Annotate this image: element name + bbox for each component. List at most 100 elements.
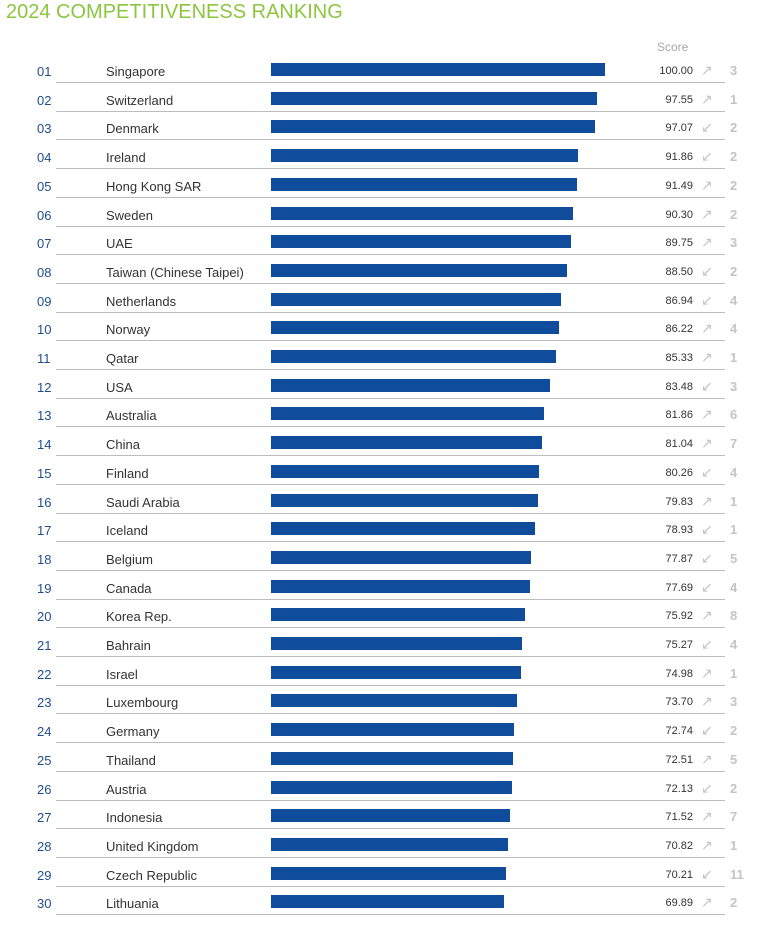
country-label: Czech Republic [106,867,198,883]
score-value: 72.74 [665,725,693,738]
row-divider [56,282,725,284]
table-row: 25 Thailand 72.51 ↗ 5 [0,746,761,775]
country-label: Netherlands [106,293,177,309]
row-divider [56,82,725,83]
score-value: 91.49 [665,179,693,192]
row-divider [56,569,725,571]
country-label: Hong Kong SAR [106,178,202,194]
score-value: 81.04 [665,438,693,451]
country-label: Germany [106,724,160,740]
table-row: 23 Luxembourg 73.70 ↗ 3 [0,688,761,717]
rank-change: 3 [730,63,738,78]
row-divider [56,828,725,830]
country-label: Qatar [106,351,139,366]
rank-change: 2 [730,177,738,193]
row-divider [56,627,725,629]
score-value: 88.50 [665,265,693,278]
row-divider [56,110,725,112]
arrow-down-left-icon: ↙ [701,578,713,595]
rank-label: 16 [37,494,52,510]
row-divider [56,742,725,744]
table-row: 11 Qatar 85.33 ↗ 1 [0,344,761,373]
rank-change: 2 [730,263,738,279]
rank-label: 12 [37,379,52,395]
rank-label: 26 [37,781,52,797]
score-bar [271,120,596,134]
country-label: China [106,437,140,453]
row-divider [56,799,725,801]
rank-label: 25 [37,752,52,768]
score-value: 81.86 [665,409,693,422]
score-value: 79.83 [665,495,693,508]
table-row: 02 Switzerland 97.55 ↗ 1 [0,86,761,115]
rank-change: 7 [730,809,738,825]
rank-label: 15 [37,465,52,481]
country-label: Iceland [106,523,148,539]
score-bar [271,436,542,450]
arrow-up-right-icon: ↗ [701,320,713,337]
score-column-header: Score [657,40,689,54]
arrow-up-right-icon: ↗ [701,664,713,681]
country-label: USA [106,379,133,395]
country-label: Norway [106,322,151,338]
table-row: 16 Saudi Arabia 79.83 ↗ 1 [0,488,761,517]
table-row: 03 Denmark 97.07 ↙ 2 [0,114,761,143]
arrow-up-right-icon: ↗ [701,693,713,710]
score-value: 71.52 [665,811,693,824]
arrow-up-right-icon: ↗ [701,435,713,452]
row-divider [56,770,725,772]
country-label: Austria [106,781,147,797]
table-row: 29 Czech Republic 70.21 ↙ 11 [0,861,761,890]
rank-change: 2 [730,149,738,165]
score-bar [271,809,510,823]
rank-change: 8 [730,608,738,624]
score-bar [271,350,556,363]
rank-change: 6 [730,407,738,423]
score-bar [271,723,514,737]
table-row: 24 Germany 72.74 ↙ 2 [0,717,761,746]
row-divider [56,225,725,227]
table-row: 06 Sweden 90.30 ↗ 2 [0,201,761,230]
score-value: 83.48 [665,380,693,393]
rank-label: 30 [37,896,52,912]
table-row: 30 Lithuania 69.89 ↗ 2 [0,889,761,918]
rank-change: 4 [730,292,738,308]
score-bar [271,665,522,679]
row-divider [56,311,725,313]
arrow-up-right-icon: ↗ [701,836,713,853]
arrow-down-left-icon: ↙ [701,722,713,739]
rank-change: 3 [730,378,738,394]
score-value: 90.30 [665,208,693,221]
country-label: Korea Rep. [106,609,172,625]
row-divider [56,512,725,514]
score-bar [271,895,505,909]
rank-label: 03 [37,121,52,137]
rank-label: 28 [37,838,52,854]
table-row: 20 Korea Rep. 75.92 ↗ 8 [0,602,761,631]
table-row: 18 Belgium 77.87 ↙ 5 [0,545,761,574]
score-bar [271,177,577,191]
rank-change: 2 [730,895,738,911]
country-label: Denmark [106,121,159,137]
arrow-up-right-icon: ↗ [701,894,713,911]
table-row: 10 Norway 86.22 ↗ 4 [0,315,761,344]
rank-change: 2 [730,206,738,222]
score-value: 89.75 [665,237,693,250]
score-bar [271,235,571,249]
score-value: 78.93 [665,524,693,537]
rank-label: 27 [37,810,52,826]
rank-label: 14 [37,437,52,453]
country-label: Israel [106,666,138,682]
table-row: 26 Austria 72.13 ↙ 2 [0,775,761,804]
rank-label: 05 [37,178,52,194]
score-bar [271,149,578,163]
arrow-up-right-icon: ↗ [701,90,713,107]
arrow-down-left-icon: ↙ [701,521,713,538]
score-bar [271,780,512,794]
arrow-up-right-icon: ↗ [701,349,713,365]
arrow-down-left-icon: ↙ [701,291,713,308]
score-bar [271,407,545,421]
table-row: 14 China 81.04 ↗ 7 [0,430,761,459]
rank-change: 11 [730,866,744,882]
country-label: UAE [106,236,133,252]
